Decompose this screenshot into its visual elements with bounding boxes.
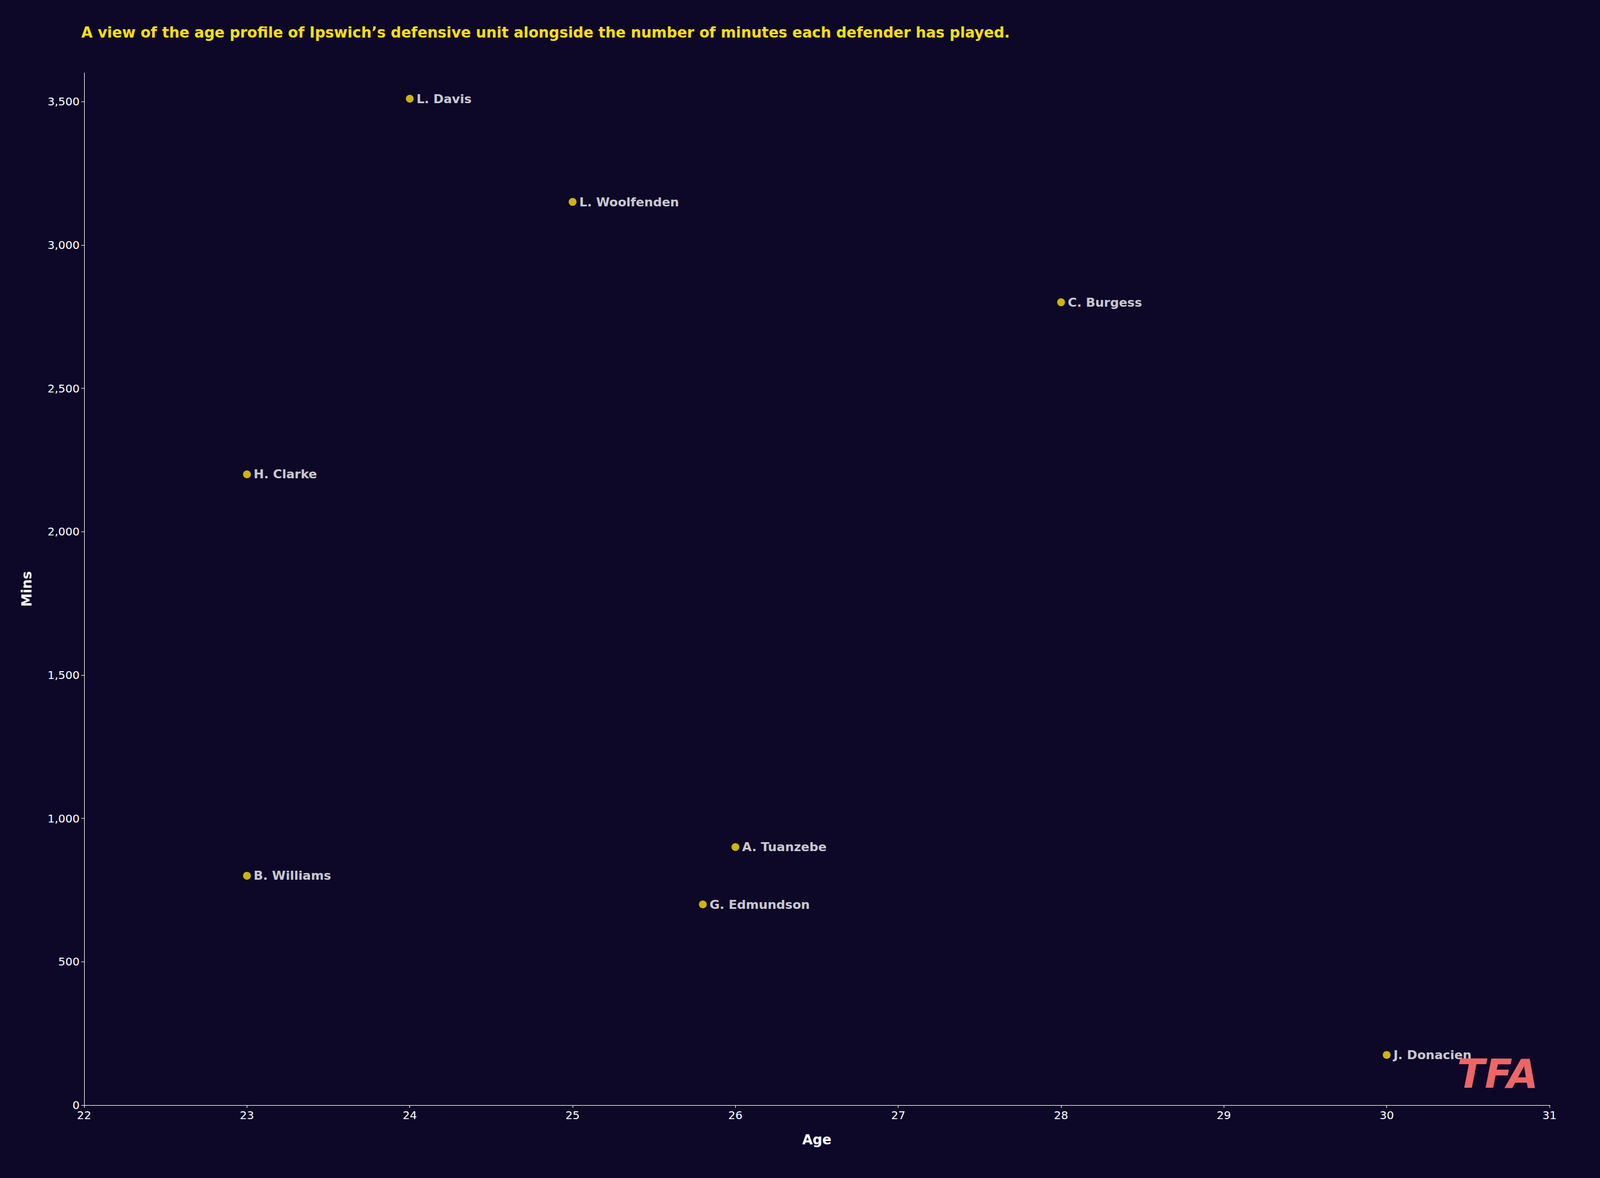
svg-text:3,000: 3,000 [47, 238, 80, 252]
svg-text:28: 28 [1053, 1108, 1068, 1123]
svg-text:22: 22 [76, 1108, 91, 1123]
svg-text:27: 27 [891, 1108, 906, 1123]
svg-text:3,500: 3,500 [47, 94, 80, 109]
svg-text:Age: Age [801, 1132, 832, 1148]
svg-text:29: 29 [1216, 1108, 1231, 1123]
svg-text:0: 0 [72, 1098, 80, 1113]
svg-text:26: 26 [728, 1108, 743, 1123]
svg-text:B. Williams: B. Williams [253, 868, 331, 883]
svg-text:1,000: 1,000 [47, 812, 80, 826]
svg-text:30: 30 [1379, 1108, 1394, 1123]
svg-text:Mins: Mins [19, 571, 35, 607]
svg-text:A view of the age profile of I: A view of the age profile of Ipswich’s d… [81, 24, 1011, 41]
svg-text:G. Edmundson: G. Edmundson [709, 897, 810, 912]
svg-text:25: 25 [565, 1108, 580, 1123]
svg-text:TFA: TFA [1456, 1050, 1539, 1098]
svg-text:31: 31 [1542, 1108, 1557, 1123]
svg-text:L. Woolfenden: L. Woolfenden [579, 195, 680, 210]
svg-text:2,000: 2,000 [47, 524, 80, 539]
svg-text:H. Clarke: H. Clarke [253, 467, 317, 482]
svg-text:2,500: 2,500 [47, 381, 80, 396]
svg-text:J. Donacien: J. Donacien [1393, 1048, 1472, 1063]
svg-text:C. Burgess: C. Burgess [1067, 295, 1142, 310]
svg-text:1,500: 1,500 [47, 668, 80, 682]
svg-text:A. Tuanzebe: A. Tuanzebe [741, 840, 827, 855]
svg-text:23: 23 [240, 1108, 255, 1123]
svg-text:500: 500 [58, 955, 80, 969]
svg-text:24: 24 [402, 1108, 417, 1123]
svg-text:L. Davis: L. Davis [416, 91, 472, 106]
